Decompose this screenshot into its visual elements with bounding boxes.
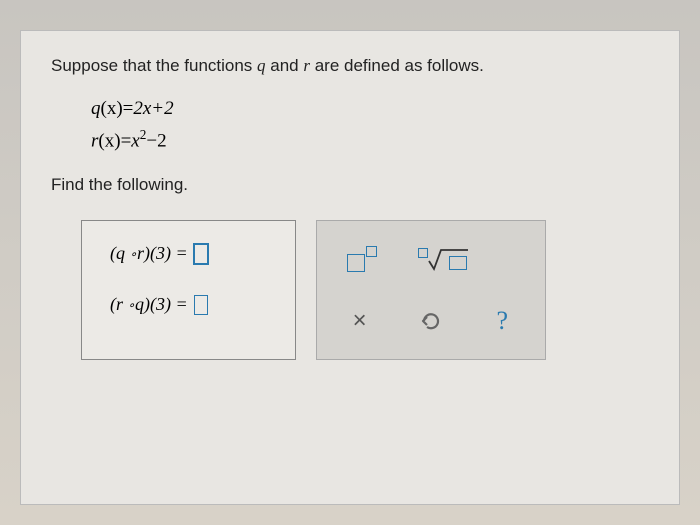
find-text: Find the following.	[51, 175, 649, 195]
intro-var-r: r	[303, 56, 310, 75]
eq-r: r(x)=x2−2	[91, 124, 649, 157]
intro-prefix: Suppose that the functions	[51, 56, 257, 75]
r-rhs-base: x	[131, 131, 139, 152]
panels-row: (q ∘r)(3) = (r ∘q)(3) =	[81, 220, 649, 360]
r-rhs-tail: −2	[146, 131, 166, 152]
q-eq: =	[123, 98, 134, 119]
r-arg: (x)	[98, 131, 120, 152]
q-rhs: 2x+2	[133, 98, 173, 119]
answer-input-1[interactable]	[194, 244, 208, 264]
r-eq: =	[121, 131, 132, 152]
q-arg: (x)	[101, 98, 123, 119]
undo-icon	[418, 308, 444, 334]
a2-expr: (r ∘q)(3) =	[110, 294, 188, 315]
answer-box: (q ∘r)(3) = (r ∘q)(3) =	[81, 220, 296, 360]
help-button[interactable]: ?	[482, 301, 523, 341]
intro-mid: and	[266, 56, 304, 75]
intro-text: Suppose that the functions q and r are d…	[51, 56, 649, 76]
close-button[interactable]: ×	[339, 301, 380, 341]
intro-suffix: are defined as follows.	[310, 56, 484, 75]
problem-panel: Suppose that the functions q and r are d…	[20, 30, 680, 505]
exponent-button[interactable]	[339, 239, 384, 279]
nth-root-button[interactable]	[414, 239, 474, 279]
nth-root-icon	[418, 246, 470, 272]
undo-button[interactable]	[410, 301, 451, 341]
help-icon: ?	[497, 306, 509, 336]
a1-expr: (q ∘r)(3) =	[110, 243, 188, 264]
tool-row-1	[339, 239, 523, 279]
function-definitions: q(x)=2x+2 r(x)=x2−2	[91, 94, 649, 157]
answer-row-1: (q ∘r)(3) =	[110, 243, 267, 264]
q-name: q	[91, 98, 101, 119]
close-icon: ×	[353, 307, 367, 335]
tool-row-2: × ?	[339, 301, 523, 341]
answer-input-2[interactable]	[194, 295, 208, 315]
eq-q: q(x)=2x+2	[91, 94, 649, 124]
intro-var-q: q	[257, 56, 266, 75]
exponent-icon	[347, 246, 377, 272]
answer-row-2: (r ∘q)(3) =	[110, 294, 267, 315]
tool-palette: × ?	[316, 220, 546, 360]
